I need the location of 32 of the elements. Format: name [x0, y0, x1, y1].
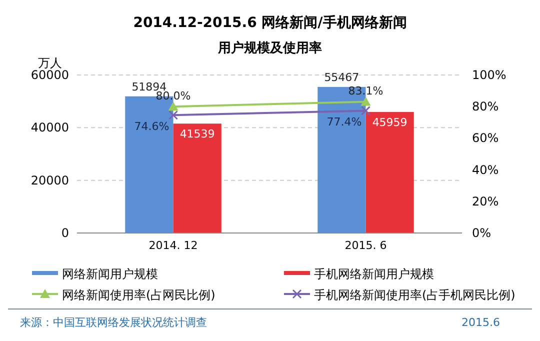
- y2-tick-label: 40%: [472, 162, 499, 177]
- data-label: 83.1%: [348, 84, 384, 98]
- point: [361, 106, 370, 116]
- y-axis-title: 万人: [38, 56, 62, 70]
- y2-tick-label: 60%: [472, 131, 499, 146]
- legend-label: 网络新闻用户规模: [62, 267, 158, 281]
- x-tick-label: 2014. 12: [148, 239, 198, 252]
- y2-tick-label: 100%: [472, 68, 506, 82]
- y2-tick-label: 0%: [472, 226, 492, 240]
- y-tick-label: 60000: [30, 68, 69, 82]
- x-tick-label: 2015. 6: [344, 239, 387, 252]
- legend-label: 手机网络新闻用户规模: [314, 267, 434, 281]
- legend-label: 手机网络新闻使用率(占手机网民比例): [314, 288, 516, 302]
- y-tick-label: 20000: [30, 173, 69, 188]
- data-label: 74.6%: [134, 120, 170, 134]
- bar: [366, 112, 414, 233]
- source-note: 来源：中国互联网络发展状况统计调查: [20, 316, 207, 329]
- y-tick-label: 40000: [30, 120, 69, 135]
- chart-subtitle: 用户规模及使用率: [217, 40, 322, 56]
- chart-title: 2014.12-2015.6 网络新闻/手机网络新闻: [133, 14, 407, 31]
- data-label: 55467: [324, 70, 360, 84]
- y2-tick-label: 80%: [472, 100, 499, 114]
- data-label: 77.4%: [326, 116, 362, 129]
- legend-label: 网络新闻使用率(占网民比例): [62, 288, 216, 302]
- point: [168, 110, 178, 120]
- data-label: 41539: [180, 128, 215, 141]
- data-label: 80.0%: [156, 90, 191, 103]
- y2-tick-label: 20%: [472, 194, 499, 208]
- y-tick-label: 0: [61, 226, 69, 240]
- data-label: 45959: [372, 116, 408, 129]
- bar: [173, 124, 222, 233]
- text: 2015.6: [462, 316, 500, 329]
